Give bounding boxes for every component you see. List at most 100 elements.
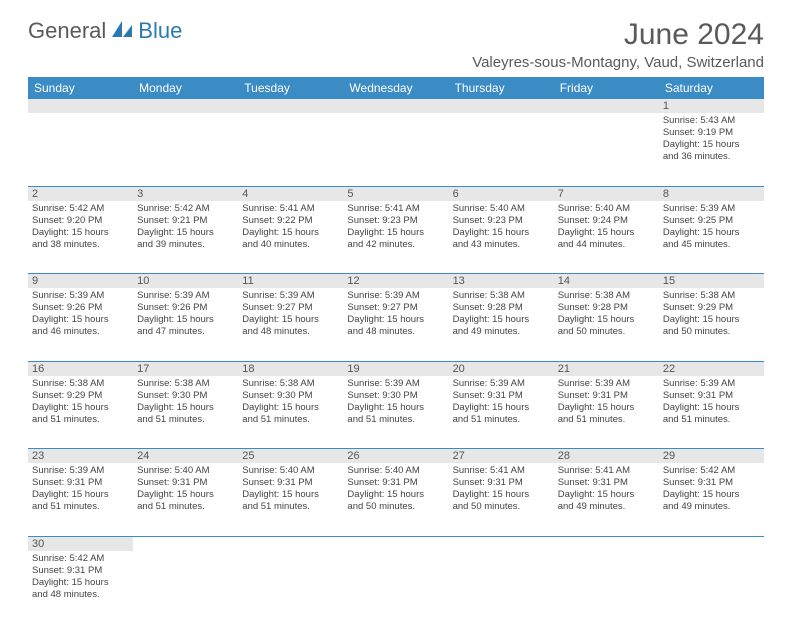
detail-row: Sunrise: 5:39 AMSunset: 9:31 PMDaylight:…: [28, 463, 764, 536]
calendar-table: Sunday Monday Tuesday Wednesday Thursday…: [28, 77, 764, 624]
daylight-text: Daylight: 15 hours: [558, 402, 655, 414]
sunset-text: Sunset: 9:29 PM: [663, 302, 760, 314]
daylight-text: and 38 minutes.: [32, 239, 129, 251]
daylight-text: and 42 minutes.: [347, 239, 444, 251]
empty-cell: [343, 536, 448, 551]
empty-cell: [449, 536, 554, 551]
empty-cell: [554, 113, 659, 186]
day-detail-cell: Sunrise: 5:42 AMSunset: 9:31 PMDaylight:…: [28, 551, 133, 624]
empty-cell: [133, 113, 238, 186]
day-detail-cell: Sunrise: 5:41 AMSunset: 9:31 PMDaylight:…: [449, 463, 554, 536]
day-number: 16: [28, 362, 133, 376]
day-detail-cell: Sunrise: 5:39 AMSunset: 9:26 PMDaylight:…: [133, 288, 238, 361]
day-number: 30: [28, 537, 133, 551]
logo: General Blue: [28, 18, 182, 44]
sunrise-text: Sunrise: 5:39 AM: [137, 290, 234, 302]
sunrise-text: Sunrise: 5:41 AM: [558, 465, 655, 477]
sunrise-text: Sunrise: 5:41 AM: [453, 465, 550, 477]
day-detail-cell: Sunrise: 5:38 AMSunset: 9:30 PMDaylight:…: [133, 376, 238, 449]
day-number-cell: 14: [554, 274, 659, 289]
day-number-cell: 3: [133, 186, 238, 201]
sunrise-text: Sunrise: 5:39 AM: [663, 203, 760, 215]
daylight-text: and 51 minutes.: [558, 414, 655, 426]
empty-cell: [659, 536, 764, 551]
day-detail-cell: Sunrise: 5:42 AMSunset: 9:20 PMDaylight:…: [28, 201, 133, 274]
sunrise-text: Sunrise: 5:39 AM: [32, 465, 129, 477]
empty-cell: [28, 113, 133, 186]
empty-cell: [238, 99, 343, 113]
daylight-text: and 50 minutes.: [347, 501, 444, 513]
daylight-text: Daylight: 15 hours: [137, 227, 234, 239]
day-number-cell: 20: [449, 361, 554, 376]
sunrise-text: Sunrise: 5:38 AM: [663, 290, 760, 302]
header: General Blue June 2024 Valeyres-sous-Mon…: [28, 18, 764, 71]
sunset-text: Sunset: 9:30 PM: [347, 390, 444, 402]
sunrise-text: Sunrise: 5:39 AM: [32, 290, 129, 302]
empty-cell: [343, 551, 448, 624]
weekday-head: Friday: [554, 77, 659, 99]
sunrise-text: Sunrise: 5:38 AM: [32, 378, 129, 390]
sunset-text: Sunset: 9:28 PM: [558, 302, 655, 314]
day-number-cell: 9: [28, 274, 133, 289]
daylight-text: Daylight: 15 hours: [558, 489, 655, 501]
day-detail-cell: Sunrise: 5:38 AMSunset: 9:30 PMDaylight:…: [238, 376, 343, 449]
empty-cell: [659, 551, 764, 624]
daylight-text: and 43 minutes.: [453, 239, 550, 251]
detail-row: Sunrise: 5:38 AMSunset: 9:29 PMDaylight:…: [28, 376, 764, 449]
day-detail-cell: Sunrise: 5:40 AMSunset: 9:31 PMDaylight:…: [238, 463, 343, 536]
day-number-cell: 4: [238, 186, 343, 201]
day-number-cell: 27: [449, 449, 554, 464]
empty-cell: [238, 113, 343, 186]
daylight-text: and 46 minutes.: [32, 326, 129, 338]
day-detail-cell: Sunrise: 5:40 AMSunset: 9:23 PMDaylight:…: [449, 201, 554, 274]
daylight-text: Daylight: 15 hours: [32, 227, 129, 239]
day-number: 20: [449, 362, 554, 376]
sunrise-text: Sunrise: 5:38 AM: [558, 290, 655, 302]
daylight-text: and 49 minutes.: [453, 326, 550, 338]
day-detail-cell: Sunrise: 5:39 AMSunset: 9:31 PMDaylight:…: [659, 376, 764, 449]
sunrise-text: Sunrise: 5:40 AM: [453, 203, 550, 215]
day-number-cell: 28: [554, 449, 659, 464]
day-number: 14: [554, 274, 659, 288]
sunrise-text: Sunrise: 5:42 AM: [137, 203, 234, 215]
day-detail-cell: Sunrise: 5:38 AMSunset: 9:28 PMDaylight:…: [554, 288, 659, 361]
daylight-text: Daylight: 15 hours: [242, 489, 339, 501]
daynum-row: 16171819202122: [28, 361, 764, 376]
day-detail-cell: Sunrise: 5:39 AMSunset: 9:25 PMDaylight:…: [659, 201, 764, 274]
weekday-head: Thursday: [449, 77, 554, 99]
sunset-text: Sunset: 9:19 PM: [663, 127, 760, 139]
daylight-text: and 51 minutes.: [32, 501, 129, 513]
weekday-header-row: Sunday Monday Tuesday Wednesday Thursday…: [28, 77, 764, 99]
daylight-text: and 51 minutes.: [137, 414, 234, 426]
logo-sails-icon: [110, 19, 136, 44]
daylight-text: Daylight: 15 hours: [663, 227, 760, 239]
day-number: 19: [343, 362, 448, 376]
sunset-text: Sunset: 9:31 PM: [32, 477, 129, 489]
title-group: June 2024 Valeyres-sous-Montagny, Vaud, …: [472, 18, 764, 71]
daylight-text: Daylight: 15 hours: [242, 227, 339, 239]
daylight-text: Daylight: 15 hours: [453, 227, 550, 239]
daylight-text: and 51 minutes.: [32, 414, 129, 426]
day-number: 6: [449, 187, 554, 201]
day-number: 7: [554, 187, 659, 201]
daylight-text: and 48 minutes.: [347, 326, 444, 338]
day-number-cell: 15: [659, 274, 764, 289]
sunset-text: Sunset: 9:23 PM: [453, 215, 550, 227]
daylight-text: Daylight: 15 hours: [137, 314, 234, 326]
sunset-text: Sunset: 9:31 PM: [453, 390, 550, 402]
daynum-row: 2345678: [28, 186, 764, 201]
sunset-text: Sunset: 9:31 PM: [137, 477, 234, 489]
day-number-cell: 17: [133, 361, 238, 376]
daylight-text: and 51 minutes.: [663, 414, 760, 426]
sunrise-text: Sunrise: 5:38 AM: [242, 378, 339, 390]
day-number: 8: [659, 187, 764, 201]
day-number-cell: 21: [554, 361, 659, 376]
sunset-text: Sunset: 9:26 PM: [32, 302, 129, 314]
daylight-text: and 51 minutes.: [242, 414, 339, 426]
daylight-text: and 39 minutes.: [137, 239, 234, 251]
sunrise-text: Sunrise: 5:39 AM: [453, 378, 550, 390]
weekday-head: Sunday: [28, 77, 133, 99]
daylight-text: Daylight: 15 hours: [453, 489, 550, 501]
day-detail-cell: Sunrise: 5:39 AMSunset: 9:31 PMDaylight:…: [449, 376, 554, 449]
day-detail-cell: Sunrise: 5:39 AMSunset: 9:27 PMDaylight:…: [238, 288, 343, 361]
